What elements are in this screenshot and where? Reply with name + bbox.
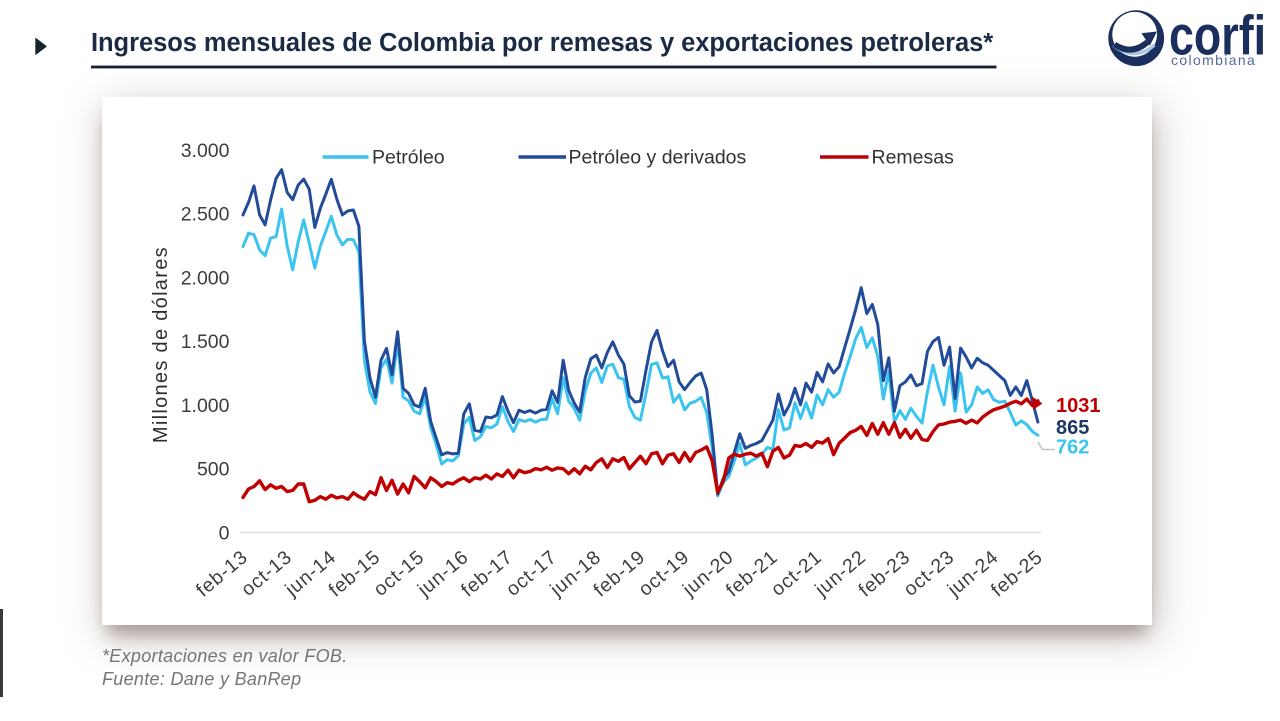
svg-text:feb-19: feb-19: [589, 546, 649, 601]
svg-text:corfi: corfi: [1169, 4, 1266, 67]
svg-text:feb-23: feb-23: [854, 546, 914, 601]
svg-text:762: 762: [1056, 437, 1089, 459]
svg-text:feb-21: feb-21: [722, 546, 782, 601]
svg-text:1031: 1031: [1056, 395, 1101, 417]
svg-text:Millones de dólares: Millones de dólares: [150, 246, 172, 443]
svg-text:feb-13: feb-13: [192, 546, 252, 601]
svg-text:Remesas: Remesas: [872, 147, 955, 169]
svg-text:feb-25: feb-25: [987, 546, 1047, 601]
svg-text:1.500: 1.500: [181, 331, 230, 353]
svg-text:865: 865: [1056, 417, 1089, 439]
svg-text:*Exportaciones en valor FOB.: *Exportaciones en valor FOB.: [102, 646, 348, 666]
svg-text:Petróleo: Petróleo: [372, 147, 445, 169]
svg-text:colombiana: colombiana: [1171, 52, 1256, 68]
svg-text:0: 0: [219, 522, 230, 544]
svg-text:feb-17: feb-17: [457, 546, 517, 601]
svg-text:Petróleo y derivados: Petróleo y derivados: [569, 147, 747, 169]
svg-text:1.000: 1.000: [181, 395, 230, 417]
svg-text:Ingresos mensuales de Colombia: Ingresos mensuales de Colombia por remes…: [91, 29, 993, 57]
svg-text:2.000: 2.000: [181, 267, 230, 289]
svg-text:500: 500: [197, 459, 230, 481]
svg-text:Fuente: Dane y BanRep: Fuente: Dane y BanRep: [102, 669, 301, 689]
svg-text:2.500: 2.500: [181, 204, 230, 226]
svg-text:feb-15: feb-15: [325, 546, 385, 601]
svg-text:3.000: 3.000: [181, 140, 230, 162]
